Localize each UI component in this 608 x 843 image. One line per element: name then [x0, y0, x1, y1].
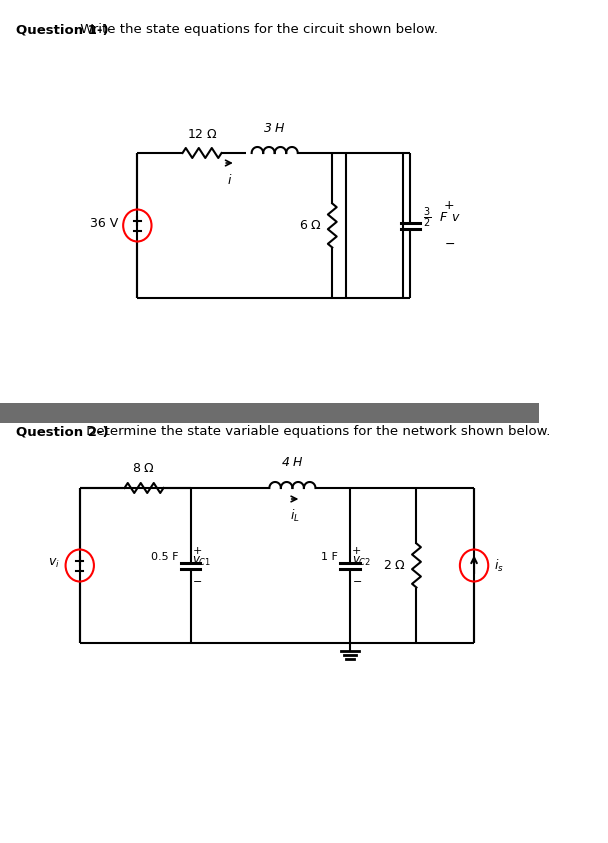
Text: $-$: $-$	[444, 237, 455, 250]
Text: $v_i$: $v_i$	[49, 557, 60, 570]
Text: +: +	[192, 546, 202, 556]
Text: 8 $\Omega$: 8 $\Omega$	[133, 462, 156, 475]
Text: $i_s$: $i_s$	[494, 557, 503, 573]
Text: $i_L$: $i_L$	[290, 508, 300, 524]
Text: 2 $\Omega$: 2 $\Omega$	[383, 559, 406, 572]
Text: 6 $\Omega$: 6 $\Omega$	[299, 219, 322, 232]
Text: $\frac{3}{2}$: $\frac{3}{2}$	[423, 206, 431, 229]
Text: $-$: $-$	[352, 574, 362, 584]
Text: +: +	[444, 199, 455, 212]
Text: $F$: $F$	[438, 211, 448, 224]
Text: 3 $H$: 3 $H$	[263, 122, 286, 135]
Text: +: +	[352, 546, 361, 556]
Text: $v_{C2}$: $v_{C2}$	[352, 555, 371, 568]
Text: 12 $\Omega$: 12 $\Omega$	[187, 128, 218, 141]
Text: $v$: $v$	[451, 211, 461, 224]
Text: $v_{C1}$: $v_{C1}$	[192, 555, 212, 568]
Text: Determine the state variable equations for the network shown below.: Determine the state variable equations f…	[83, 425, 551, 438]
Text: $-$: $-$	[192, 574, 202, 584]
Text: 1 F: 1 F	[321, 552, 337, 562]
Text: 4 $H$: 4 $H$	[281, 456, 304, 469]
Text: 0.5 F: 0.5 F	[151, 552, 178, 562]
Bar	[0, 403, 539, 423]
Text: Write the state equations for the circuit shown below.: Write the state equations for the circui…	[76, 23, 438, 36]
Text: Question 1-): Question 1-)	[16, 23, 109, 36]
Text: $i$: $i$	[227, 173, 232, 187]
Text: 36 V: 36 V	[89, 217, 118, 230]
Text: Question 2-): Question 2-)	[16, 425, 109, 438]
